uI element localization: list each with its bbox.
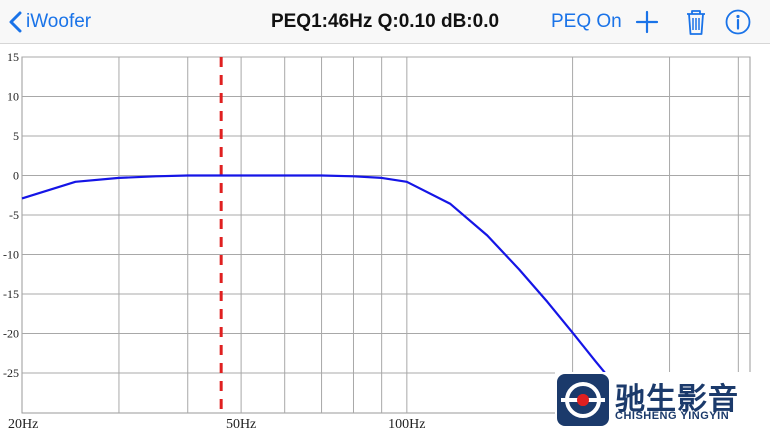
delete-button[interactable] xyxy=(682,8,710,36)
y-tick-label: 15 xyxy=(7,50,19,64)
navigation-bar: iWoofer PEQ1:46Hz Q:0.10 dB:0.0 PEQ On xyxy=(0,0,770,44)
response-curve-line xyxy=(21,174,618,388)
y-tick-label: 0 xyxy=(13,169,19,183)
plot-frame xyxy=(21,56,751,414)
x-tick-label: 50Hz xyxy=(226,417,256,432)
logo-chinese-name: 驰生影音 xyxy=(615,382,739,417)
y-tick-label: -25 xyxy=(3,366,19,380)
chevron-left-icon xyxy=(9,11,22,33)
frequency-response-chart[interactable]: 15 10 5 0 -5 -10 -15 -20 -25 20Hz 50Hz 100Hz xyxy=(0,44,770,433)
trash-icon xyxy=(687,10,705,35)
back-button[interactable]: iWoofer xyxy=(8,8,91,36)
info-icon xyxy=(725,9,751,35)
y-tick-label: 5 xyxy=(13,129,19,143)
x-tick-label: 100Hz xyxy=(388,417,425,432)
y-tick-label: -5 xyxy=(9,208,19,222)
peq-toggle-button[interactable]: PEQ On xyxy=(551,11,622,32)
y-tick-label: -15 xyxy=(3,287,19,301)
x-tick-label: 20Hz xyxy=(8,417,38,432)
info-button[interactable] xyxy=(724,8,752,36)
y-tick-label: -10 xyxy=(3,248,19,262)
back-button-label: iWoofer xyxy=(26,11,92,32)
brand-logo: 驰生影音 CHISHENG YINGYIN xyxy=(555,372,755,428)
add-button[interactable] xyxy=(633,8,661,36)
y-tick-label: -20 xyxy=(3,327,19,341)
chisheng-logo-icon xyxy=(557,374,609,426)
chart-canvas[interactable]: 15 10 5 0 -5 -10 -15 -20 -25 20Hz 50Hz 100Hz xyxy=(0,44,770,433)
y-tick-label: 10 xyxy=(7,90,19,104)
plus-icon xyxy=(635,10,659,34)
logo-english-name: CHISHENG YINGYIN xyxy=(615,410,730,422)
